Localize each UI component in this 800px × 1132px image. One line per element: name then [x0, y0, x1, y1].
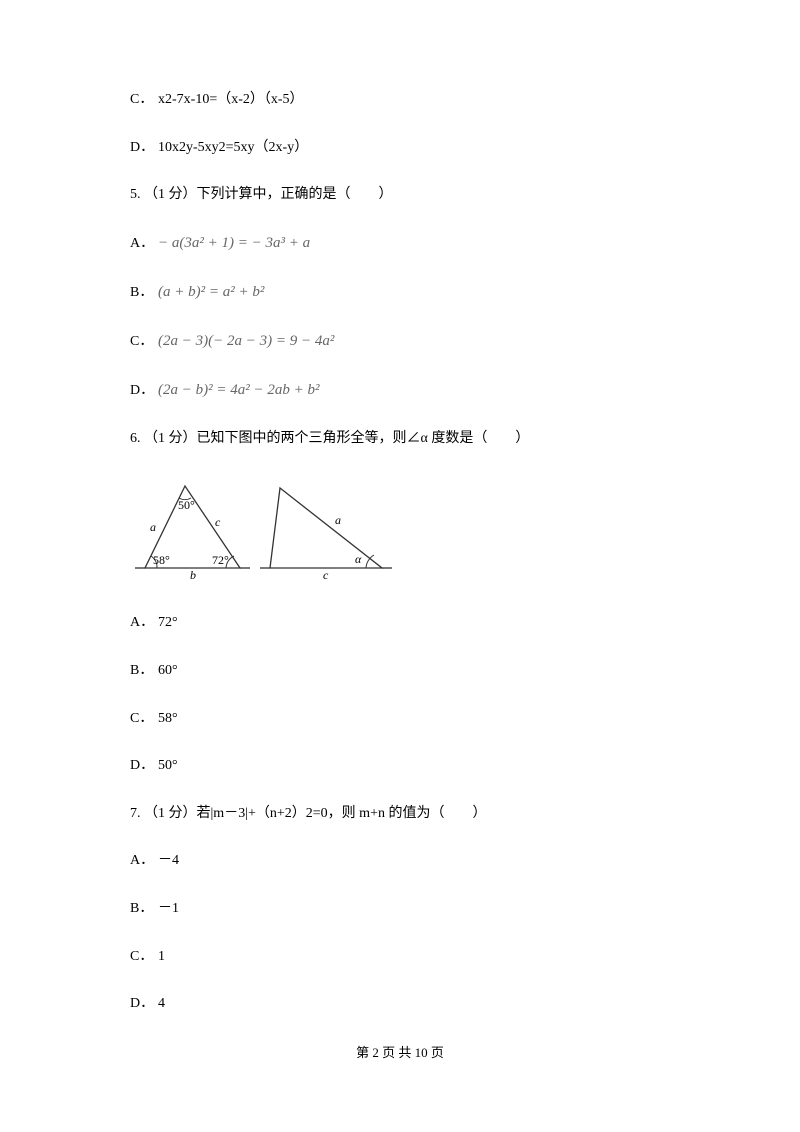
option-d-q7: D．4 [130, 994, 670, 1014]
option-prefix: B． [130, 899, 158, 919]
option-prefix: D． [130, 381, 158, 401]
option-b-q5: B．(a + b)² = a² + b² [130, 282, 670, 303]
option-d-q4: D．10x2y-5xy2=5xy（2x-y） [130, 138, 670, 158]
option-b-q6: B．60° [130, 661, 670, 681]
svg-text:72°: 72° [212, 553, 229, 567]
exam-page: C．x2-7x-10=（x-2）（x-5） D．10x2y-5xy2=5xy（2… [0, 0, 800, 1091]
svg-text:c: c [323, 568, 329, 582]
option-text: 60° [158, 663, 178, 678]
svg-text:α: α [355, 552, 362, 566]
option-prefix: A． [130, 234, 158, 254]
question-7: 7. （1 分）若|m－3|+（n+2）2=0，则 m+n 的值为（ ） [130, 804, 670, 824]
option-prefix: D． [130, 756, 158, 776]
option-prefix: D． [130, 138, 158, 158]
option-text: 4 [158, 996, 165, 1011]
svg-text:a: a [150, 520, 156, 534]
option-text: 1 [158, 949, 165, 964]
svg-text:b: b [190, 568, 196, 582]
svg-text:a: a [335, 513, 341, 527]
formula-text: (a + b)² = a² + b² [158, 284, 264, 300]
option-prefix: C． [130, 332, 158, 352]
option-a-q6: A．72° [130, 613, 670, 633]
formula-text: (2a − b)² = 4a² − 2ab + b² [158, 382, 319, 398]
option-c-q4: C．x2-7x-10=（x-2）（x-5） [130, 90, 670, 110]
option-prefix: C． [130, 90, 158, 110]
option-prefix: C． [130, 709, 158, 729]
option-prefix: B． [130, 661, 158, 681]
formula-text: (2a − 3)(− 2a − 3) = 9 − 4a² [158, 333, 334, 349]
svg-text:50°: 50° [178, 498, 195, 512]
option-text: 72° [158, 615, 178, 630]
option-b-q7: B．－1 [130, 899, 670, 919]
question-6: 6. （1 分）已知下图中的两个三角形全等，则∠α 度数是（ ） [130, 429, 670, 449]
option-prefix: B． [130, 283, 158, 303]
option-d-q6: D．50° [130, 756, 670, 776]
svg-text:58°: 58° [153, 553, 170, 567]
option-text: 58° [158, 711, 178, 726]
option-a-q7: A．－4 [130, 851, 670, 871]
option-prefix: A． [130, 613, 158, 633]
option-c-q5: C．(2a − 3)(− 2a − 3) = 9 − 4a² [130, 331, 670, 352]
option-text: 50° [158, 758, 178, 773]
option-c-q6: C．58° [130, 709, 670, 729]
option-prefix: D． [130, 994, 158, 1014]
option-text: 10x2y-5xy2=5xy（2x-y） [158, 140, 308, 155]
option-a-q5: A．− a(3a² + 1) = − 3a³ + a [130, 233, 670, 254]
option-d-q5: D．(2a − b)² = 4a² − 2ab + b² [130, 380, 670, 401]
svg-text:c: c [215, 515, 221, 529]
formula-text: − a(3a² + 1) = − 3a³ + a [158, 235, 310, 251]
option-text: －1 [158, 901, 179, 916]
option-text: －4 [158, 853, 179, 868]
triangle-figure: a c b 50° 58° 72° a c α [130, 476, 670, 591]
question-5: 5. （1 分）下列计算中，正确的是（ ） [130, 185, 670, 205]
option-text: x2-7x-10=（x-2）（x-5） [158, 92, 304, 107]
triangles-svg: a c b 50° 58° 72° a c α [130, 476, 430, 586]
option-prefix: C． [130, 947, 158, 967]
option-prefix: A． [130, 851, 158, 871]
option-c-q7: C．1 [130, 947, 670, 967]
page-footer: 第 2 页 共 10 页 [130, 1042, 670, 1061]
